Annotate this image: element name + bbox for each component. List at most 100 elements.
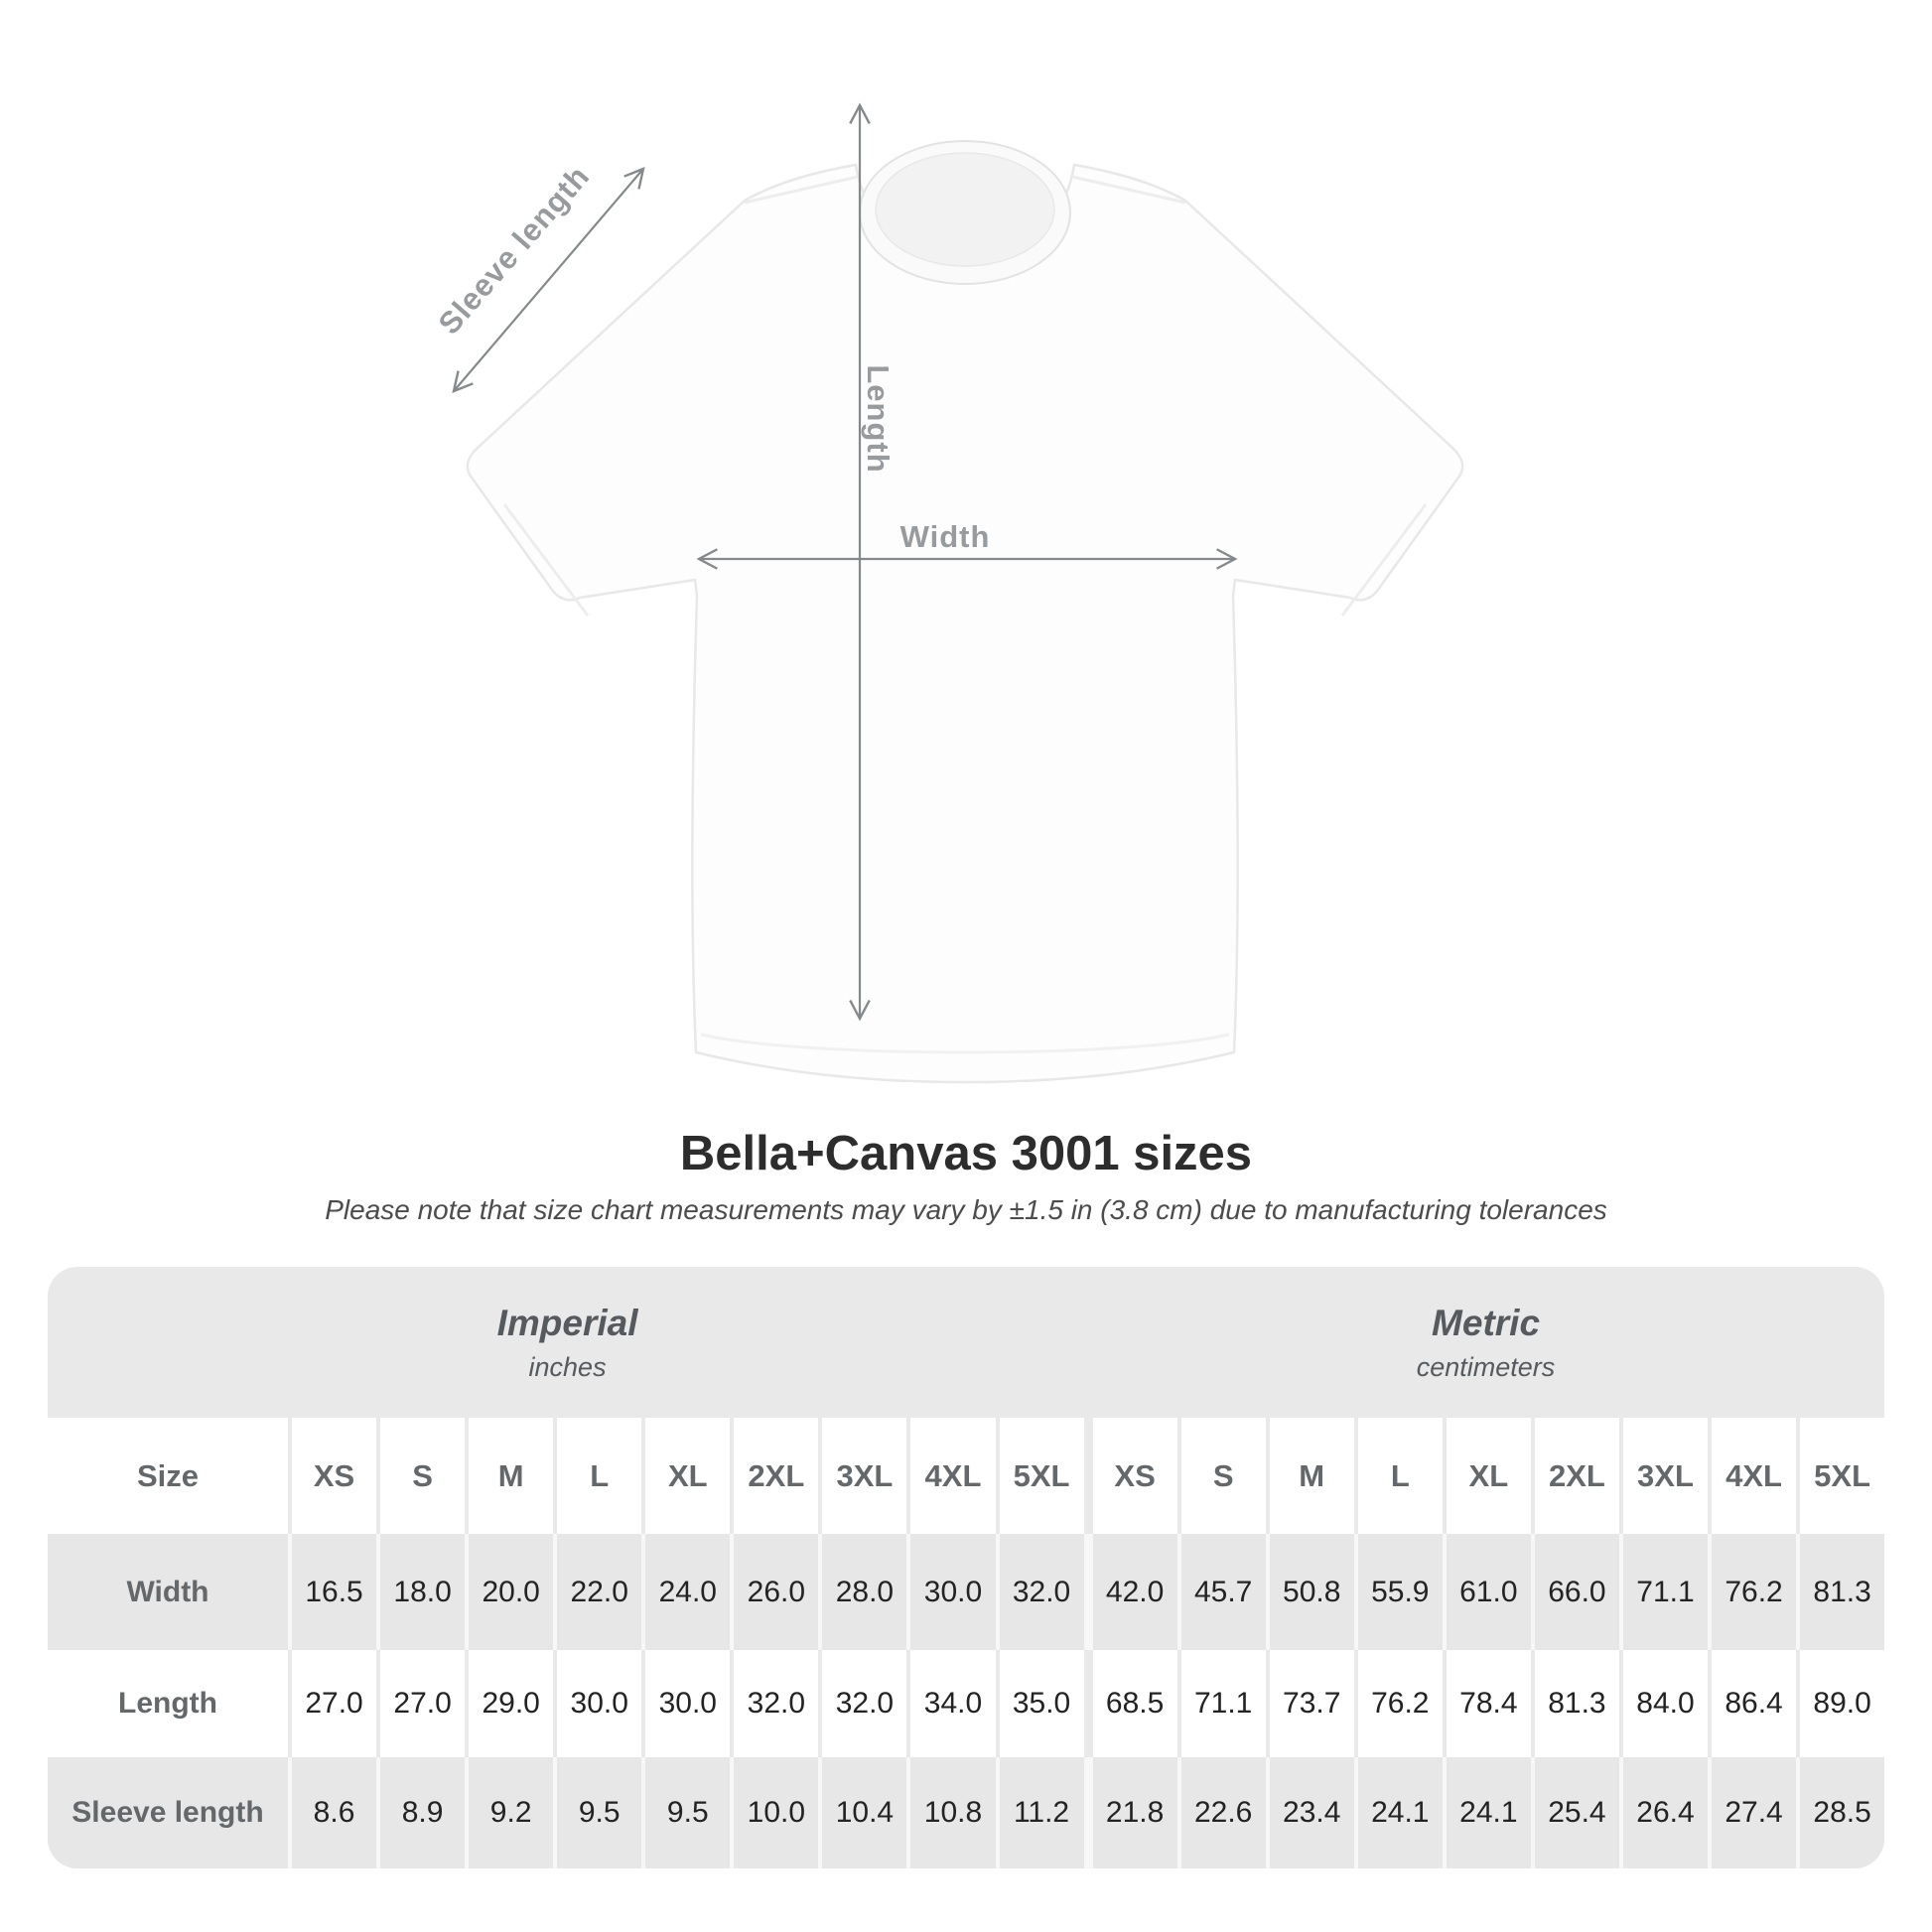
value-cell: 10.0	[734, 1757, 819, 1868]
measurement-row: Sleeve length 8.6 8.9 9.2 9.5 9.5 10.0 10.4 10.8…	[48, 1757, 1884, 1868]
value-cell: 81.3	[1800, 1534, 1884, 1650]
metric-header: Metric centimeters	[1087, 1267, 1884, 1418]
value-cell: 55.9	[1357, 1534, 1443, 1650]
value-cell: 24.1	[1446, 1757, 1531, 1868]
size-header-cell: L	[1357, 1418, 1443, 1534]
size-header-row: Size XS S M L XL 2XL 3XL 4XL 5XL XS S M L XL 2XL 3XL 4XL 5…	[48, 1418, 1884, 1534]
measurement-row: Width 16.5 18.0 20.0 22.0 24.0 26.0 28.0 30.0 32.…	[48, 1534, 1884, 1650]
value-cell: 10.4	[822, 1757, 907, 1868]
value-cell: 68.5	[1092, 1650, 1177, 1757]
value-cell: 61.0	[1446, 1534, 1531, 1650]
width-label: Width	[899, 519, 991, 554]
value-cell: 30.0	[557, 1650, 642, 1757]
value-cell: 26.0	[734, 1534, 819, 1650]
value-cell: 81.3	[1534, 1650, 1619, 1757]
value-cell: 42.0	[1092, 1534, 1177, 1650]
unit-group-divider	[1088, 1534, 1089, 1650]
value-cell: 30.0	[910, 1534, 996, 1650]
measurement-row: Length 27.0 27.0 29.0 30.0 30.0 32.0 32.0 34.0 35…	[48, 1650, 1884, 1757]
unit-header-row: Imperial inches Metric centimeters	[48, 1267, 1884, 1418]
value-cell: 28.5	[1800, 1757, 1884, 1868]
collar-opening	[875, 152, 1055, 267]
value-cell: 25.4	[1534, 1757, 1619, 1868]
value-cell: 21.8	[1092, 1757, 1177, 1868]
size-header-cell: XS	[292, 1418, 377, 1534]
value-cell: 20.0	[469, 1534, 554, 1650]
value-cell: 35.0	[999, 1650, 1084, 1757]
value-cell: 66.0	[1534, 1534, 1619, 1650]
value-cell: 71.1	[1622, 1534, 1708, 1650]
value-cell: 28.0	[822, 1534, 907, 1650]
value-cell: 84.0	[1622, 1650, 1708, 1757]
value-cell: 76.2	[1712, 1534, 1797, 1650]
value-cell: 50.8	[1269, 1534, 1354, 1650]
value-cell: 32.0	[999, 1534, 1084, 1650]
metric-unit: centimeters	[1416, 1351, 1556, 1382]
size-header-cell: 3XL	[822, 1418, 907, 1534]
length-label: Length	[861, 364, 896, 474]
size-header-cell: S	[1180, 1418, 1266, 1534]
value-cell: 71.1	[1180, 1650, 1266, 1757]
sleeve-length-arrow	[452, 167, 645, 393]
row-label: Length	[48, 1650, 288, 1757]
size-header-cell: M	[1269, 1418, 1354, 1534]
unit-group-divider	[1088, 1650, 1089, 1757]
value-cell: 24.0	[645, 1534, 731, 1650]
size-header-cell: 2XL	[1534, 1418, 1619, 1534]
value-cell: 86.4	[1712, 1650, 1797, 1757]
value-cell: 16.5	[292, 1534, 377, 1650]
size-header-cell: 4XL	[1712, 1418, 1797, 1534]
size-header-cell: S	[380, 1418, 466, 1534]
row-label: Sleeve length	[48, 1757, 288, 1868]
size-header-cell: XL	[1446, 1418, 1531, 1534]
size-header-cell: 3XL	[1622, 1418, 1708, 1534]
tshirt-body	[466, 140, 1464, 1084]
value-cell: 10.8	[910, 1757, 996, 1868]
value-cell: 24.1	[1357, 1757, 1443, 1868]
value-cell: 9.5	[557, 1757, 642, 1868]
value-cell: 30.0	[645, 1650, 731, 1757]
value-cell: 26.4	[1622, 1757, 1708, 1868]
value-cell: 8.9	[380, 1757, 466, 1868]
value-cell: 89.0	[1800, 1650, 1884, 1757]
size-header-cell: XL	[645, 1418, 731, 1534]
value-cell: 73.7	[1269, 1650, 1354, 1757]
value-cell: 9.2	[469, 1757, 554, 1868]
value-cell: 11.2	[999, 1757, 1084, 1868]
value-cell: 27.4	[1712, 1757, 1797, 1868]
value-cell: 78.4	[1446, 1650, 1531, 1757]
size-header-cell: 2XL	[734, 1418, 819, 1534]
value-cell: 76.2	[1357, 1650, 1443, 1757]
size-table-rows: Size XS S M L XL 2XL 3XL 4XL 5XL XS S M L XL 2XL 3XL 4XL 5…	[48, 1418, 1884, 1868]
value-cell: 18.0	[380, 1534, 466, 1650]
value-cell: 27.0	[380, 1650, 466, 1757]
value-cell: 22.0	[557, 1534, 642, 1650]
size-header-cell: XS	[1092, 1418, 1177, 1534]
row-label: Width	[48, 1534, 288, 1650]
value-cell: 32.0	[822, 1650, 907, 1757]
size-header-cell: 5XL	[1800, 1418, 1884, 1534]
tolerance-note: Please note that size chart measurements…	[325, 1194, 1607, 1225]
size-header-cell: M	[469, 1418, 554, 1534]
page-title: Bella+Canvas 3001 sizes	[679, 1127, 1253, 1180]
row-label: Size	[48, 1418, 288, 1534]
imperial-header: Imperial inches	[48, 1267, 1087, 1418]
tshirt-illustration	[452, 102, 1464, 1084]
imperial-title: Imperial	[496, 1302, 638, 1343]
value-cell: 27.0	[292, 1650, 377, 1757]
value-cell: 29.0	[469, 1650, 554, 1757]
unit-group-divider	[1088, 1418, 1089, 1534]
unit-group-divider	[1088, 1757, 1089, 1868]
value-cell: 32.0	[734, 1650, 819, 1757]
size-header-cell: 4XL	[910, 1418, 996, 1534]
size-header-cell: L	[557, 1418, 642, 1534]
metric-title: Metric	[1432, 1302, 1541, 1343]
imperial-unit: inches	[528, 1351, 607, 1382]
size-header-cell: 5XL	[999, 1418, 1084, 1534]
value-cell: 8.6	[292, 1757, 377, 1868]
value-cell: 22.6	[1180, 1757, 1266, 1868]
value-cell: 9.5	[645, 1757, 731, 1868]
value-cell: 23.4	[1269, 1757, 1354, 1868]
value-cell: 34.0	[910, 1650, 996, 1757]
